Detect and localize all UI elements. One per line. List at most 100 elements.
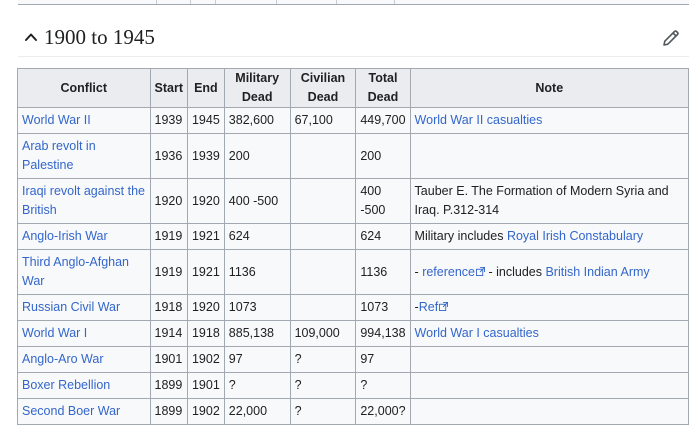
start-year: 1899 xyxy=(149,372,188,399)
conflict-link[interactable]: Boxer Rebellion xyxy=(22,378,111,392)
end-year: 1945 xyxy=(186,107,225,134)
conflict-link[interactable]: World War II xyxy=(22,113,91,127)
total-dead: 1136 xyxy=(355,249,411,295)
note-link[interactable]: reference xyxy=(422,264,475,279)
pencil-icon[interactable] xyxy=(661,28,681,48)
start-year: 1899 xyxy=(149,398,188,425)
total-dead: 449,700 xyxy=(355,107,411,134)
table-row: Russian Civil War 1918 1920 1073 1073 -Ref xyxy=(17,294,689,321)
conflict-link[interactable]: Arab revolt in Palestine xyxy=(22,139,96,172)
start-year: 1920 xyxy=(149,178,188,224)
note-text: - includes xyxy=(485,264,546,279)
end-year: 1901 xyxy=(186,372,225,399)
note-cell xyxy=(409,398,689,425)
conflict-link[interactable]: Russian Civil War xyxy=(22,300,121,314)
note-link[interactable]: Ref xyxy=(418,300,439,314)
civilian-dead xyxy=(289,133,357,179)
military-dead: 400 -500 xyxy=(223,178,291,224)
note-cell: - reference - includes British Indian Ar… xyxy=(409,249,689,295)
conflict-link[interactable]: Second Boer War xyxy=(22,404,121,418)
note-cell xyxy=(409,133,689,179)
civilian-dead: ? xyxy=(289,372,357,399)
table-row: Third Anglo-Afghan War 1919 1921 1136 1136- … xyxy=(17,249,689,295)
conflict-link[interactable]: Iraqi revolt against the British xyxy=(22,184,145,217)
note-link[interactable]: Royal Irish Constabulary xyxy=(506,229,644,243)
table-row: Anglo-Aro War 1901 1902 97? 97 xyxy=(17,346,689,373)
section-header[interactable]: 1900 to 1945 xyxy=(18,20,689,57)
end-year: 1921 xyxy=(186,223,225,250)
end-year: 1902 xyxy=(186,398,225,425)
note-text: Military includes xyxy=(414,229,507,243)
header-start[interactable]: Start xyxy=(149,68,188,108)
note-cell: World War I casualties xyxy=(409,320,689,347)
military-dead: 885,138 xyxy=(223,320,291,347)
military-dead: 382,600 xyxy=(223,107,291,134)
end-year: 1920 xyxy=(186,178,225,224)
section-title: 1900 to 1945 xyxy=(44,25,155,49)
end-year: 1918 xyxy=(186,320,225,347)
civilian-dead: 67,100 xyxy=(289,107,357,134)
external-link-icon xyxy=(439,302,449,311)
military-dead: 97 xyxy=(223,346,291,373)
end-year: 1939 xyxy=(186,133,225,179)
civilian-dead: ? xyxy=(289,398,357,425)
note-link[interactable]: World War I casualties xyxy=(414,326,539,340)
casualties-table: Conflict Start End Military Dead Civilia… xyxy=(17,68,689,425)
start-year: 1919 xyxy=(149,223,188,250)
note-cell: -Ref xyxy=(409,294,689,321)
note-text: - xyxy=(414,264,423,279)
total-dead: 1073 xyxy=(355,294,411,321)
header-end[interactable]: End xyxy=(186,68,225,108)
total-dead: 200 xyxy=(355,133,411,179)
note-cell xyxy=(409,372,689,399)
conflict-link[interactable]: Anglo-Irish War xyxy=(22,229,108,243)
note-link[interactable]: World War II casualties xyxy=(414,113,543,127)
table-row: Second Boer War 1899 1902 22,000? 22,000? xyxy=(17,398,689,425)
total-dead: 994,138 xyxy=(355,320,411,347)
military-dead: 1136 xyxy=(223,249,291,295)
conflict-link[interactable]: Third Anglo-Afghan War xyxy=(22,255,130,288)
table-header-row: Conflict Start End Military Dead Civilia… xyxy=(17,68,689,108)
start-year: 1918 xyxy=(149,294,188,321)
conflict-link[interactable]: World War I xyxy=(22,326,88,340)
note-cell: Tauber E. The Formation of Modern Syria … xyxy=(409,178,689,224)
total-dead: 97 xyxy=(355,346,411,373)
table-row: World War I 1914 1918 885,138 109,000 994,138… xyxy=(17,320,689,347)
note-text: Tauber E. The Formation of Modern Syria … xyxy=(414,184,669,217)
table-row: Iraqi revolt against the British 1920 1920… xyxy=(17,178,689,224)
chevron-up-icon[interactable] xyxy=(24,30,38,44)
civilian-dead xyxy=(289,249,357,295)
total-dead: ? xyxy=(355,372,411,399)
end-year: 1902 xyxy=(186,346,225,373)
header-note[interactable]: Note xyxy=(409,68,689,108)
external-link-icon xyxy=(476,266,485,276)
table-row: Anglo-Irish War 1919 1921 624 624 Military in… xyxy=(17,223,689,250)
note-cell: Military includes Royal Irish Constabula… xyxy=(409,223,689,250)
conflict-link[interactable]: Anglo-Aro War xyxy=(22,352,104,366)
header-total-dead[interactable]: Total Dead xyxy=(355,68,411,108)
header-conflict[interactable]: Conflict xyxy=(17,68,151,108)
start-year: 1914 xyxy=(149,320,188,347)
table-row: Boxer Rebellion 1899 1901??? xyxy=(17,372,689,399)
total-dead: 400 -500 xyxy=(355,178,411,224)
table-body: World War II 1939 1945 382,600 67,100 449,700… xyxy=(17,107,689,425)
note-cell xyxy=(409,346,689,373)
end-year: 1920 xyxy=(186,294,225,321)
civilian-dead: 109,000 xyxy=(289,320,357,347)
start-year: 1939 xyxy=(149,107,188,134)
civilian-dead: ? xyxy=(289,346,357,373)
military-dead: ? xyxy=(223,372,291,399)
military-dead: 22,000 xyxy=(223,398,291,425)
header-military-dead[interactable]: Military Dead xyxy=(223,68,291,108)
header-civilian-dead[interactable]: Civilian Dead xyxy=(289,68,357,108)
military-dead: 200 xyxy=(223,133,291,179)
start-year: 1936 xyxy=(149,133,188,179)
start-year: 1919 xyxy=(149,249,188,295)
note-link[interactable]: British Indian Army xyxy=(545,264,650,279)
table-row: World War II 1939 1945 382,600 67,100 449,700… xyxy=(17,107,689,134)
civilian-dead xyxy=(289,223,357,250)
military-dead: 1073 xyxy=(223,294,291,321)
military-dead: 624 xyxy=(223,223,291,250)
civilian-dead xyxy=(289,178,357,224)
civilian-dead xyxy=(289,294,357,321)
